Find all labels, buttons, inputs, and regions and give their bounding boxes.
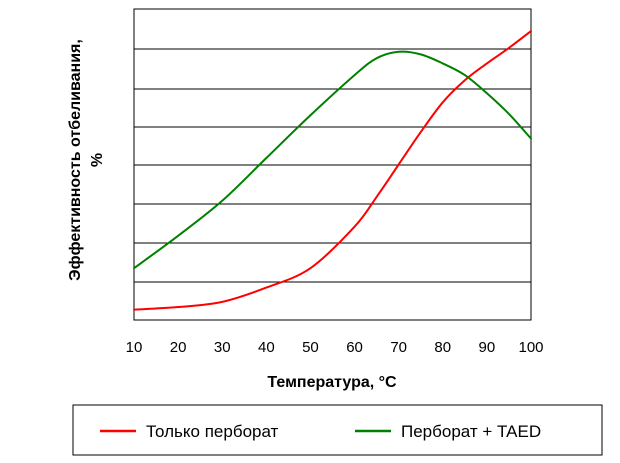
series xyxy=(133,30,532,311)
y-axis-title-line1: Эффективность отбеливания, xyxy=(67,39,84,281)
x-axis-title: Температура, °C xyxy=(267,374,397,391)
x-tick-label: 20 xyxy=(170,339,187,356)
x-tick-label: 100 xyxy=(518,339,543,356)
x-tick-label: 80 xyxy=(434,339,451,356)
grid xyxy=(134,48,531,283)
y-axis-title: Эффективность отбеливания,% xyxy=(67,39,106,281)
legend-label-1: Только перборат xyxy=(146,422,279,441)
series-line-1 xyxy=(133,30,532,311)
x-tick-label: 60 xyxy=(346,339,363,356)
x-tick-label: 90 xyxy=(479,339,496,356)
y-axis-title-line2: % xyxy=(89,153,106,167)
x-tick-label: 30 xyxy=(214,339,231,356)
series-line-2 xyxy=(133,50,532,270)
x-tick-label: 40 xyxy=(258,339,275,356)
x-tick-label: 50 xyxy=(302,339,319,356)
legend: Только перборат Перборат + TAED xyxy=(100,422,541,441)
x-ticks: 10 20 30 40 50 60 70 80 90 100 xyxy=(126,339,544,356)
legend-box xyxy=(72,404,603,456)
legend-label-2: Перборат + TAED xyxy=(401,422,541,441)
x-tick-label: 70 xyxy=(390,339,407,356)
x-tick-label: 10 xyxy=(126,339,143,356)
plot-area xyxy=(133,8,532,321)
